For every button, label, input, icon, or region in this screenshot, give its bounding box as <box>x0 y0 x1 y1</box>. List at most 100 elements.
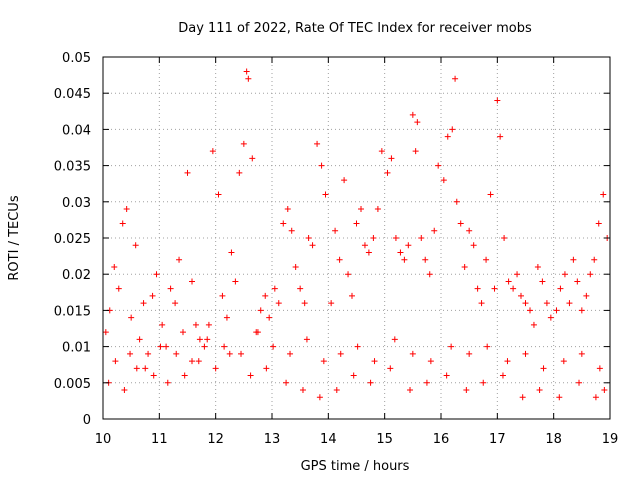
x-tick-label: 13 <box>264 432 281 447</box>
data-point <box>189 358 196 365</box>
data-point <box>316 394 323 401</box>
data-point <box>299 387 306 394</box>
data-point <box>271 285 278 292</box>
data-point <box>179 329 186 336</box>
data-point <box>173 350 180 357</box>
data-point <box>466 227 473 234</box>
data-point <box>514 271 521 278</box>
data-point <box>384 169 391 176</box>
data-point <box>284 206 291 213</box>
y-tick-label: 0.02 <box>62 268 91 283</box>
data-point <box>245 75 252 82</box>
data-point <box>142 365 149 372</box>
data-point <box>184 169 191 176</box>
data-point <box>297 285 304 292</box>
data-point <box>119 220 126 227</box>
data-point <box>115 285 122 292</box>
data-point <box>301 300 308 307</box>
data-point <box>510 285 517 292</box>
data-point <box>283 379 290 386</box>
data-point <box>470 242 477 249</box>
data-point <box>570 256 577 263</box>
data-point <box>102 329 109 336</box>
data-point <box>204 336 211 343</box>
data-point <box>328 300 335 307</box>
data-point <box>466 350 473 357</box>
data-point <box>270 343 277 350</box>
data-point <box>164 379 171 386</box>
data-point <box>409 350 416 357</box>
data-point <box>534 263 541 270</box>
data-point <box>159 321 166 328</box>
data-point <box>505 278 512 285</box>
data-point <box>354 343 361 350</box>
data-point <box>221 343 228 350</box>
data-point <box>547 314 554 321</box>
y-tick-label: 0.035 <box>54 160 91 175</box>
data-point <box>587 271 594 278</box>
data-point <box>461 263 468 270</box>
data-point <box>361 242 368 249</box>
data-point <box>422 256 429 263</box>
y-tick-label: 0.045 <box>54 87 91 102</box>
data-point <box>176 256 183 263</box>
data-point <box>262 292 269 299</box>
data-point <box>435 162 442 169</box>
data-point <box>522 300 529 307</box>
data-point <box>578 307 585 314</box>
data-point <box>322 191 329 198</box>
axis-ticks <box>102 56 611 420</box>
data-point <box>157 343 164 350</box>
x-tick-label: 16 <box>433 432 450 447</box>
data-point <box>333 387 340 394</box>
data-point <box>374 206 381 213</box>
data-point <box>196 336 203 343</box>
data-point <box>136 336 143 343</box>
data-point <box>365 249 372 256</box>
data-point <box>574 278 581 285</box>
data-point <box>149 292 156 299</box>
data-point <box>128 314 135 321</box>
data-point <box>412 148 419 155</box>
data-point <box>288 227 295 234</box>
data-point <box>452 75 459 82</box>
data-point <box>236 169 243 176</box>
data-point <box>358 206 365 213</box>
data-point <box>219 292 226 299</box>
data-point <box>576 379 583 386</box>
data-point <box>378 148 385 155</box>
data-point <box>189 278 196 285</box>
data-point <box>336 256 343 263</box>
data-point <box>127 350 134 357</box>
y-tick-label: 0.05 <box>62 51 91 66</box>
data-point <box>405 242 412 249</box>
data-point <box>275 300 282 307</box>
data-point <box>195 358 202 365</box>
data-point <box>243 68 250 75</box>
data-point <box>448 343 455 350</box>
data-point <box>444 133 451 140</box>
data-point <box>536 387 543 394</box>
data-point <box>232 278 239 285</box>
data-point <box>494 97 501 104</box>
data-point <box>320 358 327 365</box>
data-point <box>123 206 130 213</box>
data-point <box>592 394 599 401</box>
data-point <box>391 336 398 343</box>
data-point <box>397 249 404 256</box>
data-point <box>112 358 119 365</box>
y-tick-label: 0.025 <box>54 232 91 247</box>
data-point <box>426 271 433 278</box>
data-point <box>453 198 460 205</box>
data-point <box>553 307 560 314</box>
data-point <box>263 365 270 372</box>
data-point <box>238 350 245 357</box>
y-axis-tick-labels: 0 0.005 0.01 0.015 0.02 0.025 0.03 0.035 0.04 0.0… <box>54 51 91 428</box>
data-point <box>292 263 299 270</box>
y-tick-label: 0.015 <box>54 304 91 319</box>
data-point <box>463 387 470 394</box>
data-point <box>487 191 494 198</box>
data-point <box>167 285 174 292</box>
x-tick-label: 17 <box>489 432 506 447</box>
